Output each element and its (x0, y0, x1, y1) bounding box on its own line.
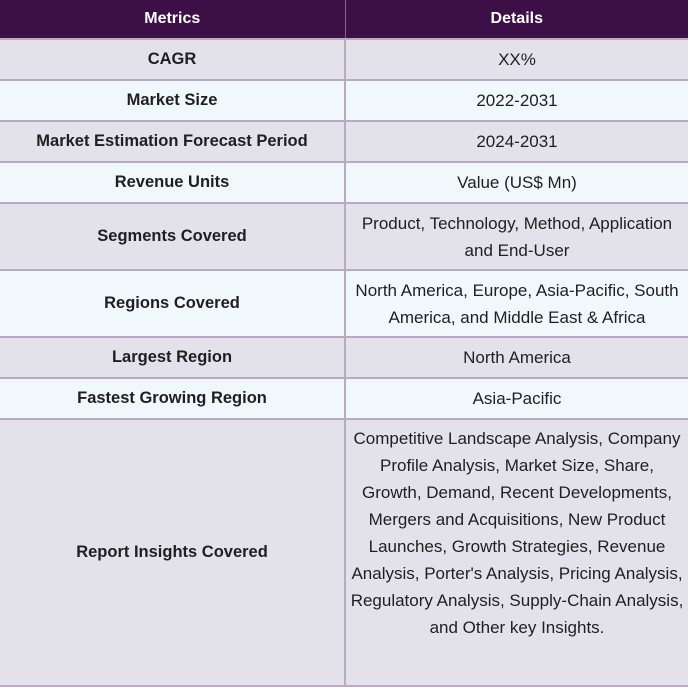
detail-cell: 2024-2031 (345, 121, 688, 163)
detail-cell: Value (US$ Mn) (345, 162, 688, 204)
table-header-row: Metrics Details (0, 0, 688, 40)
detail-cell: North America, Europe, Asia-Pacific, Sou… (345, 270, 688, 338)
table-row-fastest-region: Fastest Growing Region Asia-Pacific (0, 378, 688, 420)
metric-cell: Revenue Units (0, 162, 346, 204)
detail-cell: 2022-2031 (345, 80, 688, 122)
metric-cell: CAGR (0, 39, 346, 81)
table-row-regions: Regions Covered North America, Europe, A… (0, 270, 688, 338)
detail-cell: Competitive Landscape Analysis, Company … (345, 419, 688, 687)
header-metrics: Metrics (0, 0, 346, 40)
table-row-largest-region: Largest Region North America (0, 337, 688, 379)
metric-cell: Market Estimation Forecast Period (0, 121, 346, 163)
table-row-market-size: Market Size 2022-2031 (0, 80, 688, 122)
table-row-cagr: CAGR XX% (0, 39, 688, 81)
table-row-forecast-period: Market Estimation Forecast Period 2024-2… (0, 121, 688, 163)
table-row-revenue-units: Revenue Units Value (US$ Mn) (0, 162, 688, 204)
metric-cell: Market Size (0, 80, 346, 122)
table-row-segments: Segments Covered Product, Technology, Me… (0, 203, 688, 271)
detail-cell: Asia-Pacific (345, 378, 688, 420)
metric-cell: Segments Covered (0, 203, 346, 271)
detail-cell: North America (345, 337, 688, 379)
metric-cell: Largest Region (0, 337, 346, 379)
detail-cell: Product, Technology, Method, Application… (345, 203, 688, 271)
header-details: Details (345, 0, 688, 40)
table-row-report-insights: Report Insights Covered Competitive Land… (0, 419, 688, 687)
metric-cell: Report Insights Covered (0, 419, 346, 687)
metric-cell: Regions Covered (0, 270, 346, 338)
detail-cell: XX% (345, 39, 688, 81)
metric-cell: Fastest Growing Region (0, 378, 346, 420)
